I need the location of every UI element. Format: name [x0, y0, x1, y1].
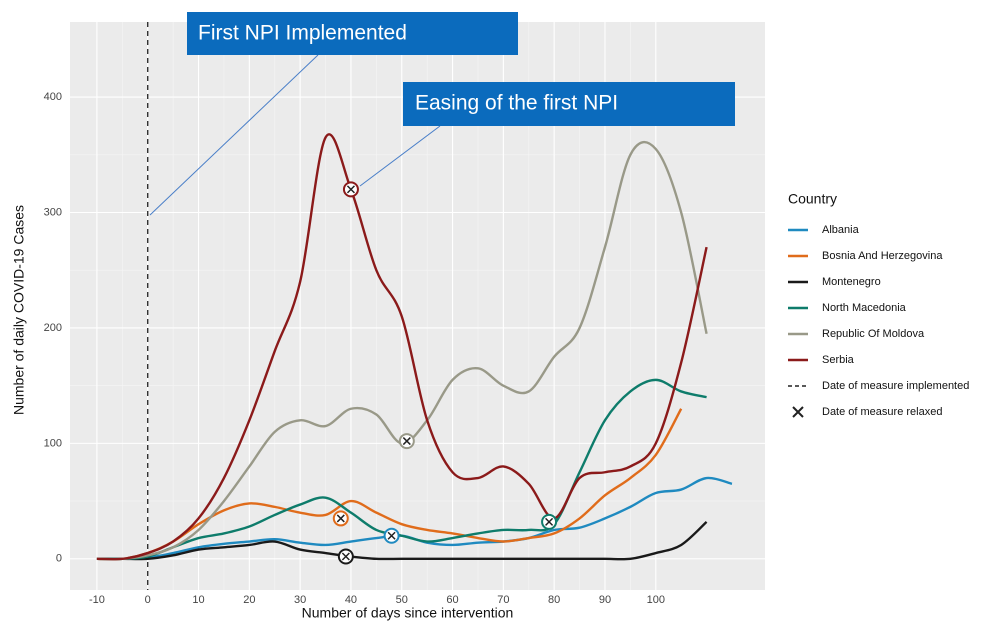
series-line — [96, 408, 683, 561]
relaxed-cross — [387, 531, 396, 540]
series-line — [96, 520, 708, 561]
y-tick-label: 200 — [44, 322, 62, 334]
relaxed-marker — [332, 510, 349, 527]
x-tick-label: 30 — [294, 594, 306, 606]
relaxed-cross — [402, 437, 411, 446]
relaxed-marker — [337, 548, 354, 565]
legend-label: Serbia — [822, 354, 855, 366]
legend-label: Montenegro — [822, 276, 881, 288]
legend-label: Albania — [822, 224, 860, 236]
legend-label: North Macedonia — [822, 302, 907, 314]
relaxed-marker — [541, 513, 558, 530]
x-tick-label: 70 — [497, 594, 509, 606]
relaxed-marker — [383, 527, 400, 544]
legend-label: Date of measure relaxed — [822, 406, 942, 418]
relaxed-marker — [342, 181, 359, 198]
y-tick-label: 400 — [44, 91, 62, 103]
annotation: Easing of the first NPI — [415, 92, 618, 115]
x-axis-title: Number of days since intervention — [302, 605, 514, 621]
relaxed-cross — [341, 552, 350, 561]
series-line — [96, 378, 707, 561]
annotation: First NPI Implemented — [198, 22, 407, 45]
x-tick-label: 10 — [192, 594, 204, 606]
annotation-box — [187, 12, 518, 55]
relaxed-cross — [346, 185, 355, 194]
y-axis-title: Number of daily COVID-19 Cases — [11, 205, 27, 415]
x-tick-label: 60 — [446, 594, 458, 606]
legend-label: Republic Of Moldova — [822, 328, 925, 340]
x-tick-label: 90 — [599, 594, 611, 606]
x-tick-label: 100 — [647, 594, 665, 606]
x-tick-label: 50 — [396, 594, 408, 606]
x-tick-label: 80 — [548, 594, 560, 606]
x-tick-label: 40 — [345, 594, 357, 606]
x-tick-label: -10 — [89, 594, 105, 606]
relaxed-marker — [398, 433, 415, 450]
legend-label: Bosnia And Herzegovina — [822, 250, 943, 262]
y-tick-label: 300 — [44, 206, 62, 218]
leader-line — [149, 54, 319, 216]
x-tick-label: 0 — [145, 594, 151, 606]
relaxed-cross — [336, 514, 345, 523]
y-tick-label: 0 — [56, 553, 62, 565]
y-tick-label: 100 — [44, 437, 62, 449]
x-tick-label: 20 — [243, 594, 255, 606]
relaxed-cross — [545, 517, 554, 526]
annotation-box — [403, 82, 735, 126]
legend-title: Country — [788, 191, 837, 207]
leader-line — [359, 125, 441, 187]
legend-key — [792, 406, 804, 418]
legend-label: Date of measure implemented — [822, 380, 969, 392]
series-line — [96, 133, 708, 561]
